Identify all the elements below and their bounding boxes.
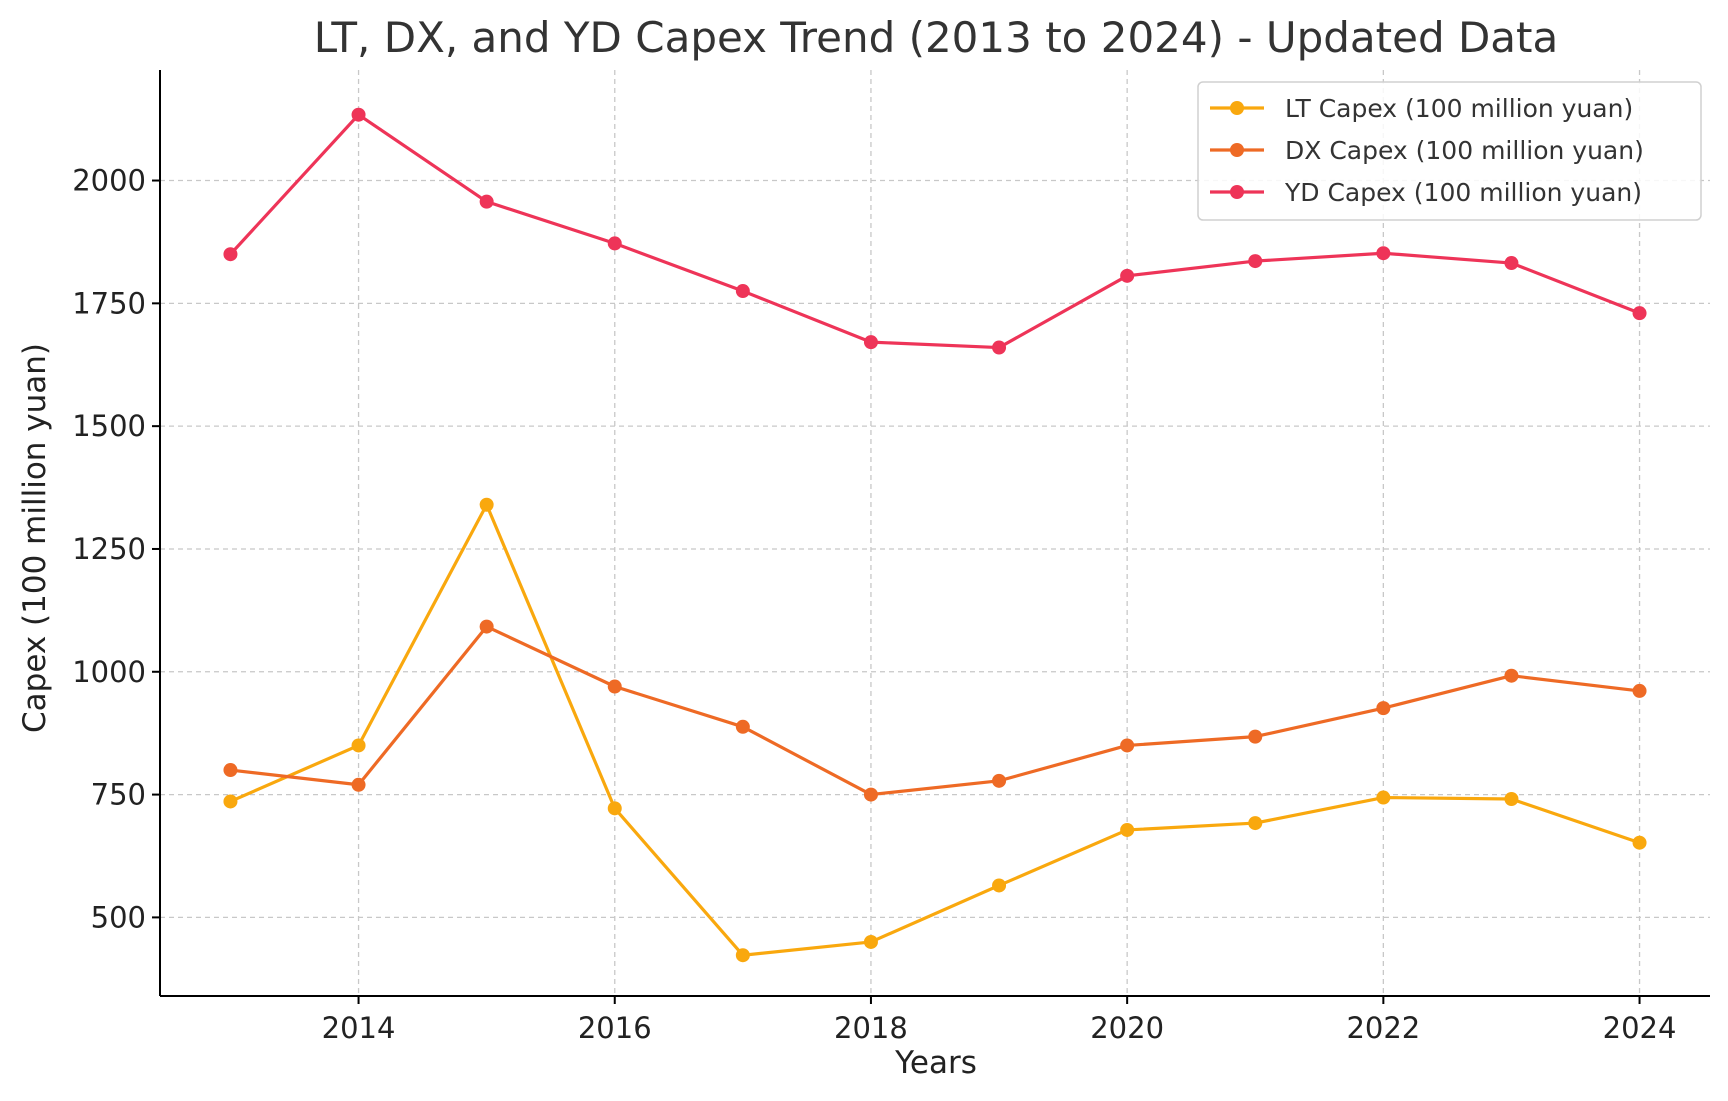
data-point [863, 787, 878, 802]
data-point [1632, 306, 1647, 321]
data-point [1504, 792, 1519, 807]
chart-title: LT, DX, and YD Capex Trend (2013 to 2024… [314, 13, 1559, 62]
data-point [992, 878, 1007, 893]
legend-marker [1230, 143, 1244, 157]
x-tick-label: 2024 [1603, 1011, 1677, 1045]
legend-label: YD Capex (100 million yuan) [1284, 178, 1642, 207]
data-point [1376, 246, 1391, 261]
data-point [1376, 701, 1391, 716]
x-axis-label: Years [894, 1045, 977, 1081]
data-point [223, 794, 238, 809]
legend-marker [1230, 185, 1244, 199]
y-tick-label: 1500 [72, 409, 146, 443]
axes: 2014 2016 2018 2020 2022 2024 500 750 1000 1250 15… [72, 70, 1710, 1045]
data-point [1504, 256, 1519, 271]
x-tick-label: 2022 [1346, 1011, 1420, 1045]
legend-marker [1230, 101, 1244, 115]
data-point [863, 335, 878, 350]
data-point [1376, 790, 1391, 805]
y-tick-label: 1750 [72, 286, 146, 320]
y-tick-label: 750 [91, 778, 146, 812]
legend-item: LT Capex (100 million yuan) [1210, 94, 1633, 123]
series-0 [223, 497, 1647, 963]
data-point [1248, 254, 1263, 269]
data-point [1248, 816, 1263, 831]
data-point [1632, 683, 1647, 698]
data-point [1120, 738, 1135, 753]
data-point [1120, 268, 1135, 283]
data-point [607, 236, 622, 251]
legend-item: YD Capex (100 million yuan) [1210, 178, 1642, 207]
data-point [223, 247, 238, 262]
x-tick-label: 2020 [1090, 1011, 1164, 1045]
legend-label: LT Capex (100 million yuan) [1285, 94, 1633, 123]
series-line [229, 503, 1641, 957]
data-point [992, 340, 1007, 355]
legend-item: DX Capex (100 million yuan) [1210, 136, 1644, 165]
data-point [223, 763, 238, 778]
legend-box [1197, 81, 1702, 221]
data-point [479, 194, 494, 209]
series-line [230, 624, 1640, 797]
data-point [1248, 729, 1263, 744]
data-series [223, 107, 1647, 963]
data-point [479, 619, 494, 634]
data-point [992, 773, 1007, 788]
data-point [607, 801, 622, 816]
data-point [351, 738, 366, 753]
y-tick-label: 1250 [72, 532, 146, 566]
data-point [607, 679, 622, 694]
y-tick-label: 500 [91, 900, 146, 934]
data-point [1632, 835, 1647, 850]
data-point [863, 934, 878, 949]
data-point [735, 948, 750, 963]
series-line [229, 113, 1641, 350]
legend: LT Capex (100 million yuan) DX Capex (100… [1197, 81, 1702, 221]
series-2 [223, 107, 1647, 355]
x-tick-label: 2014 [322, 1011, 396, 1045]
data-point [1120, 822, 1135, 837]
data-point [351, 107, 366, 122]
data-point [351, 777, 366, 792]
x-tick-label: 2016 [578, 1011, 652, 1045]
data-point [1504, 668, 1519, 683]
y-tick-label: 1000 [72, 655, 146, 689]
data-point [735, 284, 750, 299]
series-1 [223, 619, 1647, 802]
y-tick-label: 2000 [72, 164, 146, 198]
y-axis-label: Capex (100 million yuan) [17, 343, 53, 733]
legend-label: DX Capex (100 million yuan) [1285, 136, 1644, 165]
data-point [479, 497, 494, 512]
data-point [735, 719, 750, 734]
x-tick-label: 2018 [834, 1011, 908, 1045]
